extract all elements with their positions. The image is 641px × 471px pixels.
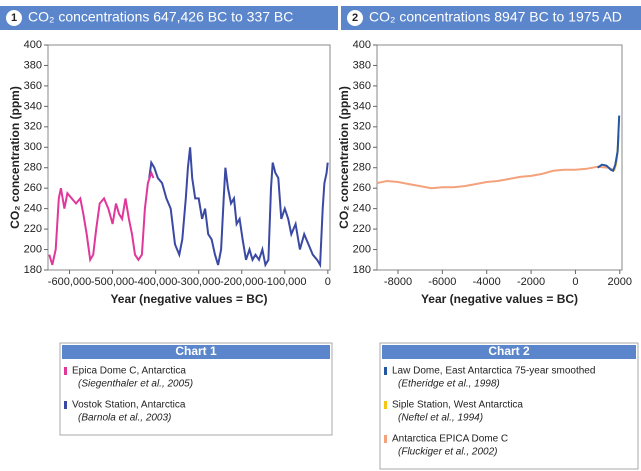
legend-box [379, 342, 639, 470]
x-tick-label: -600,000 [48, 276, 91, 288]
y-tick-label: 360 [24, 80, 42, 92]
legend-citation: (Neftel et al., 1994) [398, 413, 483, 424]
x-tick-label: -300,000 [177, 276, 220, 288]
x-tick-label: 2000 [608, 276, 632, 288]
legend-citation: (Siegenthaler et al., 2005) [78, 379, 193, 390]
legend-title: Chart 1 [175, 344, 217, 358]
legend-entry: Law Dome, East Antarctica 75-year smooth… [392, 366, 595, 377]
y-axis-label: CO₂ concentration (ppm) [8, 86, 22, 229]
y-tick-label: 320 [353, 121, 371, 133]
y-tick-label: 180 [353, 264, 371, 276]
legend-title: Chart 2 [488, 344, 530, 358]
badge [6, 10, 22, 26]
x-axis-label: Year (negative values = BC) [110, 292, 267, 306]
legend-swatch [64, 401, 67, 409]
y-tick-label: 180 [24, 264, 42, 276]
y-tick-label: 340 [24, 100, 42, 112]
y-tick-label: 200 [24, 243, 42, 255]
y-tick-label: 240 [353, 203, 371, 215]
badge-number: 2 [352, 12, 358, 24]
x-tick-label: -8000 [384, 276, 412, 288]
legend-swatch [384, 367, 387, 375]
y-tick-label: 360 [353, 80, 371, 92]
series-line [148, 147, 329, 269]
legend-entry: Antarctica EPICA Dome C [392, 434, 508, 445]
y-tick-label: 220 [24, 223, 42, 235]
legend-entry: Siple Station, West Antarctica [392, 400, 523, 411]
y-tick-label: 300 [24, 141, 42, 153]
chart-title: CO₂ concentrations 8947 BC to 1975 AD [369, 9, 622, 25]
y-axis-label: CO₂ concentration (ppm) [337, 86, 351, 229]
y-tick-label: 200 [353, 243, 371, 255]
legend-citation: (Fluckiger et al., 2002) [398, 447, 498, 458]
chart-title: CO₂ concentrations 647,426 BC to 337 BC [28, 9, 293, 25]
series-line [48, 169, 155, 266]
x-tick-label: -400,000 [134, 276, 177, 288]
x-tick-label: -4000 [473, 276, 501, 288]
legend-swatch [384, 435, 387, 443]
y-tick-label: 340 [353, 100, 371, 112]
badge [347, 10, 363, 26]
badge-number: 1 [11, 12, 17, 24]
y-tick-label: 240 [24, 203, 42, 215]
x-tick-label: 0 [325, 276, 331, 288]
y-tick-label: 280 [24, 162, 42, 174]
legend-entry: Vostok Station, Antarctica [72, 400, 186, 411]
x-tick-label: -2000 [517, 276, 545, 288]
legend-citation: (Barnola et al., 2003) [78, 413, 171, 424]
y-tick-label: 320 [24, 121, 42, 133]
x-tick-label: -200,000 [220, 276, 263, 288]
y-tick-label: 400 [353, 39, 371, 51]
legend-citation: (Etheridge et al., 1998) [398, 379, 500, 390]
legend-header [62, 345, 330, 359]
y-tick-label: 260 [353, 182, 371, 194]
header-bar [341, 6, 641, 30]
y-tick-label: 220 [353, 223, 371, 235]
legend-header [382, 345, 636, 359]
legend-entry: Epica Dome C, Antarctica [72, 366, 186, 377]
legend-swatch [384, 401, 387, 409]
series-line [597, 115, 621, 173]
x-tick-label: 0 [572, 276, 578, 288]
x-tick-label: -6000 [428, 276, 456, 288]
x-tick-label: -100,000 [263, 276, 306, 288]
y-tick-label: 380 [353, 59, 371, 71]
x-axis-label: Year (negative values = BC) [421, 292, 578, 306]
x-tick-label: -500,000 [91, 276, 134, 288]
y-tick-label: 300 [353, 141, 371, 153]
series-line [376, 165, 614, 190]
y-tick-label: 260 [24, 182, 42, 194]
y-tick-label: 280 [353, 162, 371, 174]
y-tick-label: 400 [24, 39, 42, 51]
y-tick-label: 380 [24, 59, 42, 71]
header-bar [0, 6, 338, 30]
legend-swatch [64, 367, 67, 375]
plot-area [376, 44, 623, 271]
